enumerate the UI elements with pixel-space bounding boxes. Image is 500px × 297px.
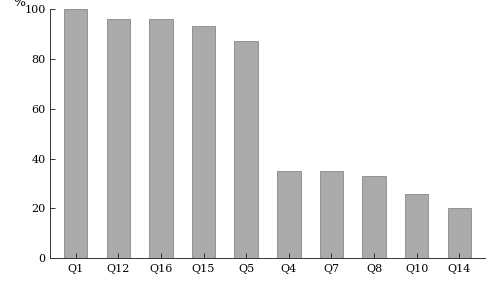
Bar <box>106 19 130 258</box>
Bar <box>448 208 471 258</box>
Bar <box>64 9 88 258</box>
Bar <box>234 41 258 258</box>
Bar <box>277 171 300 258</box>
Bar <box>149 19 172 258</box>
Y-axis label: %: % <box>14 0 26 9</box>
Bar <box>362 176 386 258</box>
Bar <box>320 171 343 258</box>
Bar <box>405 194 428 258</box>
Bar <box>192 26 216 258</box>
